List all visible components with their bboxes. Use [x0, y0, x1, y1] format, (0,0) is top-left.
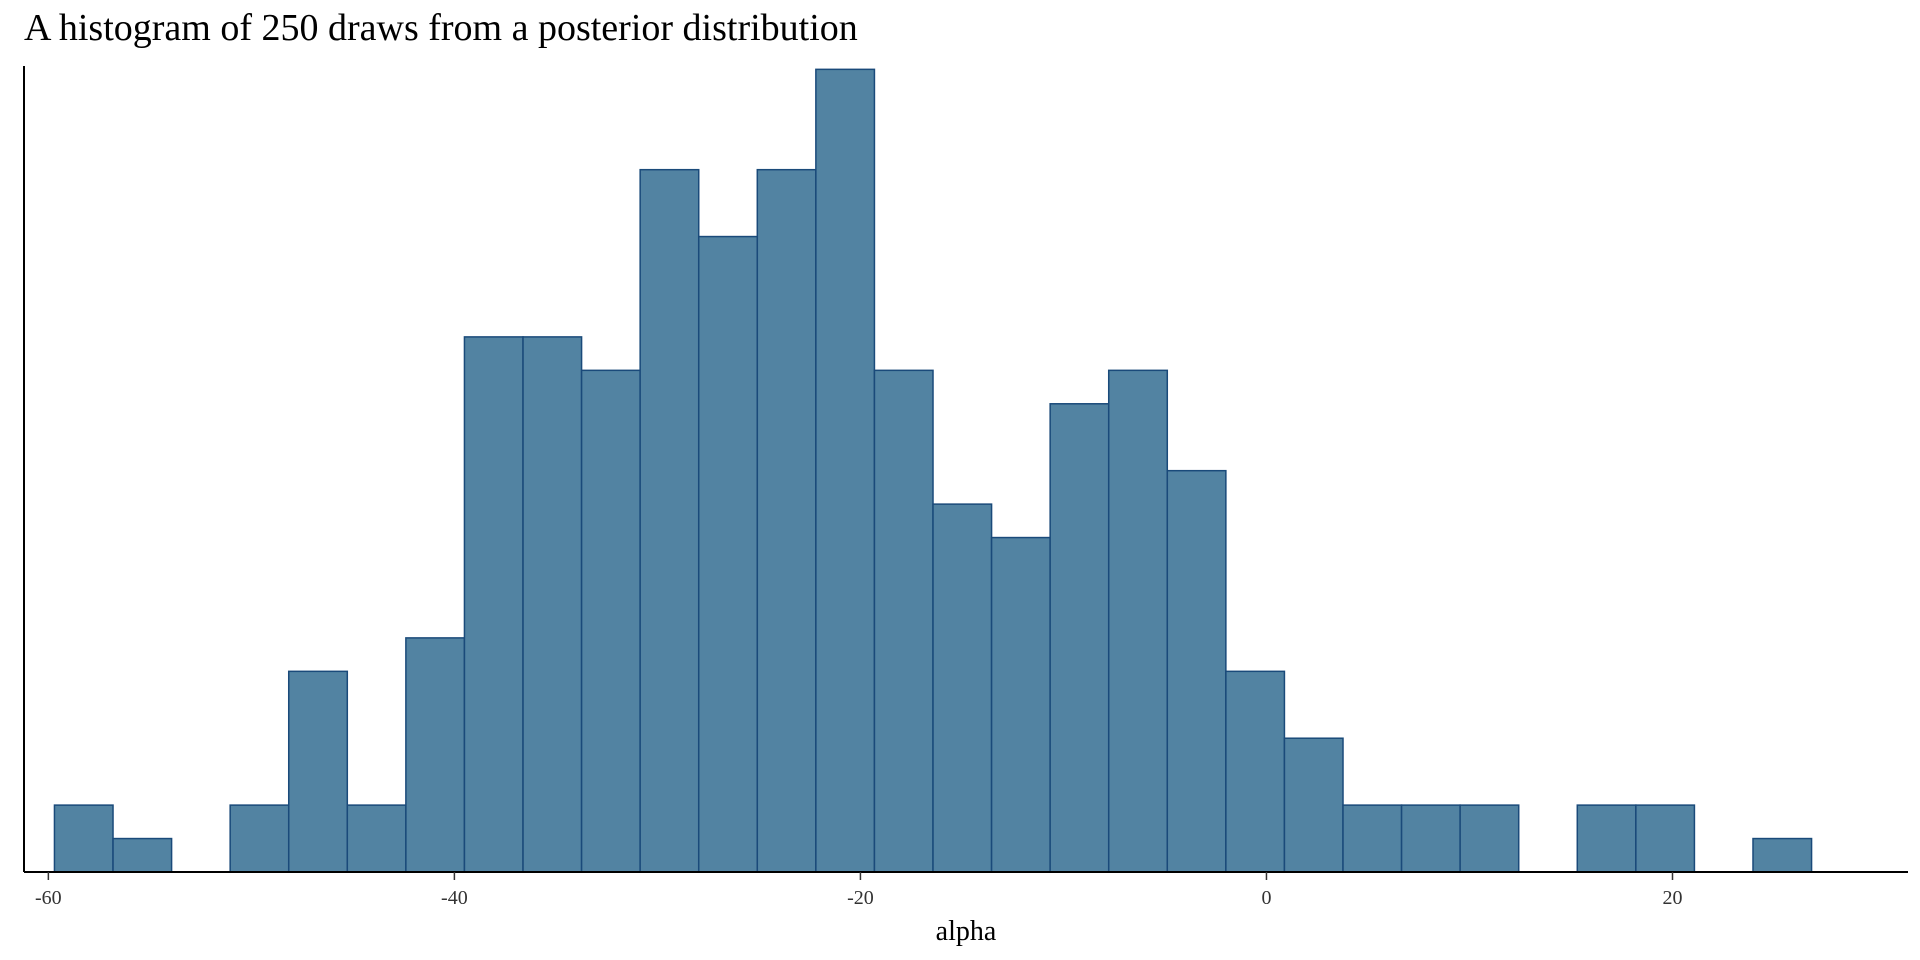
x-axis-title: alpha [936, 916, 997, 947]
x-tick-label: -60 [35, 887, 62, 909]
histogram-bar [53, 804, 114, 873]
histogram-bar [815, 68, 876, 873]
histogram-bar [1107, 369, 1169, 873]
x-tick-label: -40 [441, 887, 468, 909]
x-tick-label: 20 [1663, 887, 1683, 909]
histogram-bar [346, 804, 407, 873]
histogram-bar [287, 670, 349, 873]
x-tick-label: -20 [847, 887, 874, 909]
histogram-bar [1342, 804, 1403, 873]
histogram-bar [1283, 737, 1344, 873]
x-tick-label: 0 [1261, 887, 1271, 909]
histogram-bar [1400, 804, 1461, 873]
histogram-bar [1049, 403, 1110, 873]
histogram-bar [580, 369, 641, 873]
histogram-bar [463, 336, 524, 873]
histogram-bar [229, 804, 290, 873]
histogram-bar [932, 503, 993, 873]
histogram-bar [756, 168, 817, 873]
histogram-bar [112, 837, 173, 873]
histogram-bar [1225, 670, 1286, 873]
histogram-bar [697, 235, 759, 873]
histogram-bar [1166, 469, 1227, 873]
histogram-bar [405, 637, 466, 873]
chart-title: A histogram of 250 draws from a posterio… [24, 7, 858, 49]
histogram-bar [639, 168, 700, 873]
histogram-bar [1576, 804, 1637, 873]
histogram-bar [522, 336, 583, 873]
histogram-bar [873, 369, 934, 873]
histogram-bar [1752, 837, 1813, 873]
histogram-bar [1459, 804, 1520, 873]
x-axis-ticks: -60 -40 -20 0 20 [35, 872, 1683, 909]
histogram-bar [990, 536, 1051, 873]
histogram-bars [53, 68, 1813, 873]
histogram-bar [1635, 804, 1696, 873]
